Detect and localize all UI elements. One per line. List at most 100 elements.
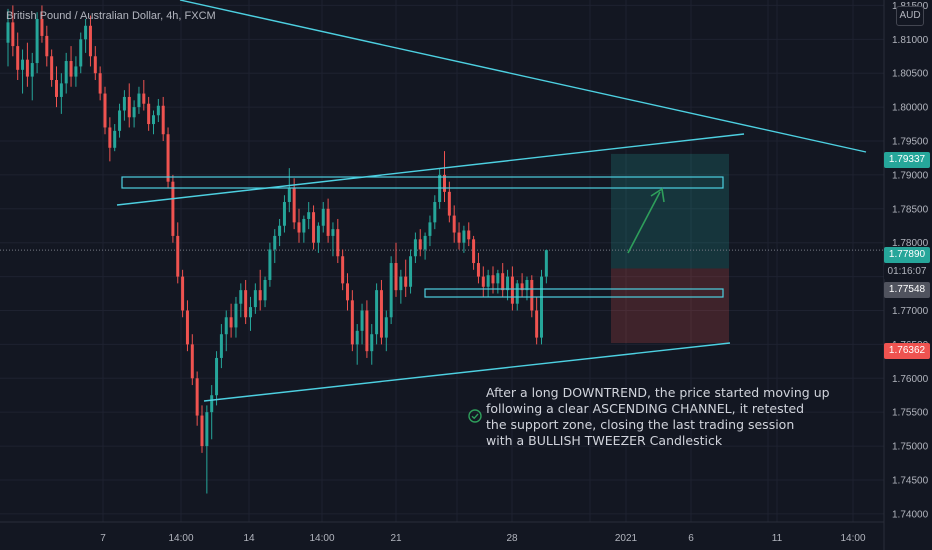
candle-body [122,96,126,111]
candle-body [21,59,25,70]
support-zone-box[interactable] [424,288,724,298]
candle-body [375,290,379,335]
y-tick-label: 1.74500 [892,475,929,486]
candle-body [6,22,10,43]
candle-body [515,283,519,304]
candle-body [258,290,262,301]
candle-body [307,212,311,219]
candle-body [171,181,175,236]
candle-body [467,230,471,240]
y-tick-label: 1.79500 [892,137,929,148]
candle-body [253,290,257,308]
y-tick-label: 1.75000 [892,442,929,453]
candle-body [219,334,223,358]
y-tick-label: 1.79000 [892,170,929,181]
candle-body [273,235,277,250]
y-tick-label: 1.81000 [892,35,929,46]
candle-body [152,115,155,125]
candle-body [64,61,68,84]
candle-body [161,105,165,135]
candle-body [181,276,185,311]
annotation-note[interactable]: After a long DOWNTREND, the price starte… [486,385,830,449]
candle-body [118,110,122,131]
candle-body [336,229,340,257]
candle-body [418,239,422,250]
candle-body [113,130,117,148]
candle-body [200,415,204,447]
x-tick-label: 7 [100,533,106,544]
candle-body [472,239,476,264]
candle-body [491,275,495,284]
candle-body [234,303,238,328]
candle-body [108,127,112,148]
candle-body [476,263,480,277]
resistance-zone-box[interactable] [121,176,724,189]
projection-arrow[interactable] [627,191,661,254]
candle-body [428,222,432,236]
candle-body [423,235,427,250]
x-tick-label: 11 [772,533,783,544]
y-tick-label: 1.77000 [892,306,929,317]
candle-body [297,222,301,233]
candle-body [452,215,456,233]
candle-body [142,93,146,104]
candle-body [215,357,219,396]
candle-body [50,56,54,80]
y-tick-label: 1.78500 [892,204,929,215]
descending-trendline[interactable] [179,0,867,153]
candle-body [292,188,296,223]
candle-body [205,412,209,447]
candle-body [486,275,490,287]
candle-body [331,229,335,236]
candle-body [287,188,291,203]
candle-body [40,18,44,36]
candle-body [137,93,141,108]
candle-body [326,208,330,236]
candle-body [229,317,233,328]
countdown-label: 01:16:07 [884,264,930,280]
candle-body [166,134,170,182]
candle-body [370,334,374,352]
symbol-title[interactable]: British Pound / Australian Dollar, 4h, F… [6,10,216,22]
candle-body [447,191,451,216]
candle-body [316,225,320,243]
annotation-line: following a clear ASCENDING CHANNEL, it … [486,401,805,416]
candle-body [132,107,136,118]
y-tick-label: 1.80000 [892,103,929,114]
candle-body [59,83,63,97]
x-tick-label: 6 [688,533,694,544]
candle-body [457,232,461,243]
annotation-line: the support zone, closing the last tradi… [486,417,795,432]
candle-body [263,279,267,301]
candle-body [520,283,524,291]
channel-upper-line[interactable] [116,133,745,206]
annotation-line: After a long DOWNTREND, the price starte… [486,385,830,400]
candle-body [379,290,383,338]
candle-body [404,276,408,287]
candle-body [389,263,393,318]
candle-body [176,235,180,277]
candle-body [302,218,306,233]
candle-body [127,96,131,118]
candle-body [103,93,107,128]
currency-badge[interactable]: AUD [896,6,924,26]
candle-body [433,202,437,223]
annotation-line: with a BULLISH TWEEZER Candlestick [486,433,723,448]
candle-body [341,256,345,284]
price-tag-lower: 1.76362 [884,343,930,359]
candle-body [249,307,252,318]
candle-body [147,103,151,125]
candle-body [239,290,243,304]
candle-body [98,73,102,94]
channel-lower-line[interactable] [203,342,731,402]
candle-body [35,18,39,64]
candle-body [93,56,97,74]
candle-body [156,105,160,116]
candle-body [190,344,194,379]
candle-body [84,25,88,40]
candle-body [346,283,349,301]
candle-body [360,310,364,331]
x-tick-label: 14:00 [168,533,193,544]
x-tick-label: 14:00 [309,533,334,544]
